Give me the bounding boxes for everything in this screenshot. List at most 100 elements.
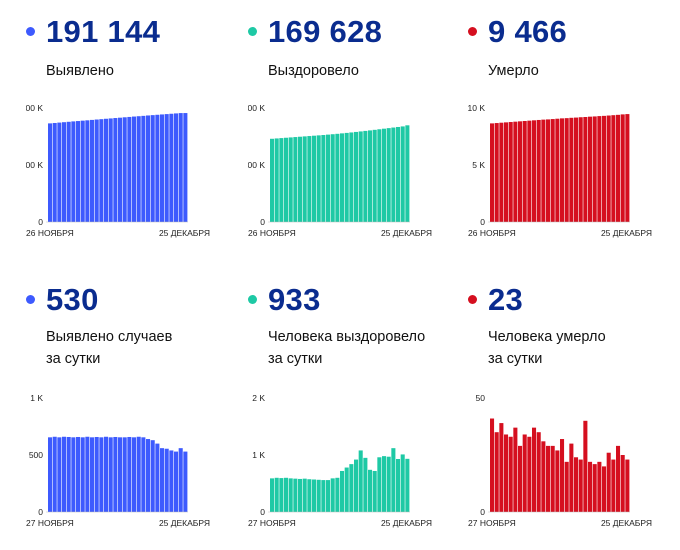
bar <box>80 120 85 222</box>
bar <box>602 115 607 222</box>
chart-daily-deaths: 0 50 27 НОЯБРЯ 25 ДЕКАБРЯ <box>468 393 652 528</box>
bar <box>48 123 53 222</box>
bar <box>274 477 279 512</box>
panel-daily-recovered: 933 Человека выздоровело за сутки 0 1 K 2 … <box>248 282 468 542</box>
bar <box>174 451 179 512</box>
bar <box>127 116 132 222</box>
bar <box>85 120 90 222</box>
bar <box>583 420 588 512</box>
bar <box>330 134 335 222</box>
metric-label-line: за сутки <box>488 351 543 367</box>
bar <box>583 117 588 222</box>
bar <box>354 131 359 222</box>
bar <box>183 451 188 512</box>
y-tick-label: 0 <box>480 507 485 517</box>
bar <box>490 418 495 512</box>
bar <box>279 478 284 512</box>
x-start-label: 27 НОЯБРЯ <box>248 518 296 528</box>
bar <box>368 469 373 512</box>
metric-label-line: Выявлено случаев <box>46 329 173 345</box>
bar <box>104 436 109 512</box>
bar <box>386 128 391 222</box>
bar <box>284 477 289 512</box>
bar <box>592 464 597 512</box>
bar <box>48 437 53 512</box>
bar <box>405 458 410 512</box>
bar <box>354 459 359 512</box>
daily-value: 933 <box>268 282 321 317</box>
metric-label: Выявлено <box>46 60 114 82</box>
bar <box>141 437 146 512</box>
bar <box>494 432 499 512</box>
y-tick-label: 1 K <box>252 450 265 460</box>
bar <box>164 114 169 222</box>
bar <box>122 117 127 222</box>
bar <box>288 478 293 512</box>
bar <box>560 439 565 512</box>
bar <box>136 436 141 512</box>
bar <box>80 437 85 512</box>
x-start-label: 26 НОЯБРЯ <box>248 228 296 238</box>
metric-label: Человека умерло за сутки <box>488 326 606 370</box>
bar <box>349 464 354 512</box>
y-tick-label: 0 <box>480 217 485 227</box>
bar <box>588 461 593 512</box>
panel-detected: 191 144 Выявлено 0 100 K 200 K 26 НОЯБРЯ 25 … <box>26 14 246 244</box>
bar <box>270 478 275 512</box>
bar <box>99 119 104 222</box>
bar <box>494 123 499 222</box>
metric-label: Человека выздоровело за сутки <box>268 326 425 370</box>
x-start-label: 26 НОЯБРЯ <box>26 228 74 238</box>
y-tick-label: 2 K <box>252 393 265 403</box>
bar <box>382 128 387 222</box>
series-dot-icon <box>26 27 35 36</box>
bar <box>316 479 321 512</box>
bar <box>508 122 513 222</box>
bar <box>52 436 57 512</box>
bar <box>160 448 165 512</box>
bar <box>518 121 523 222</box>
bar <box>132 116 137 222</box>
bar <box>76 436 81 512</box>
bar <box>298 136 303 222</box>
metric-label-line: Выявлено <box>46 63 114 79</box>
bar <box>616 114 621 222</box>
panel-recovered: 169 628 Выздоровело 0 100 K 200 K 26 НОЯБРЯ… <box>248 14 468 244</box>
panel-daily-deaths: 23 Человека умерло за сутки 0 50 27 НОЯБРЯ… <box>468 282 680 542</box>
x-end-label: 25 ДЕКАБРЯ <box>159 518 210 528</box>
bar <box>541 119 546 222</box>
bar <box>508 436 513 512</box>
bar <box>532 427 537 512</box>
metric-label-line: Умерло <box>488 63 539 79</box>
bar <box>71 121 76 222</box>
bar <box>616 445 621 512</box>
bar <box>284 137 289 222</box>
bar <box>625 459 630 512</box>
bar <box>326 480 331 512</box>
bar <box>66 121 71 222</box>
bar <box>504 434 509 512</box>
bar <box>108 118 113 222</box>
bar <box>588 116 593 222</box>
x-end-label: 25 ДЕКАБРЯ <box>159 228 210 238</box>
bar <box>564 118 569 222</box>
x-end-label: 25 ДЕКАБРЯ <box>601 228 652 238</box>
bar <box>307 479 312 512</box>
bar <box>302 478 307 512</box>
daily-value: 23 <box>488 282 524 317</box>
bar <box>99 437 104 512</box>
metric-label: Выявлено случаев за сутки <box>46 326 172 370</box>
y-tick-label: 1 K <box>30 393 43 403</box>
bar <box>279 138 284 222</box>
bar <box>555 118 560 222</box>
bar <box>405 125 410 222</box>
chart-recovered: 0 100 K 200 K 26 НОЯБРЯ 25 ДЕКАБРЯ <box>248 103 432 238</box>
bar <box>574 457 579 512</box>
bar <box>57 122 62 222</box>
bar <box>169 113 174 222</box>
bar <box>546 445 551 512</box>
bar <box>335 477 340 512</box>
bar <box>363 457 368 512</box>
bar <box>372 470 377 512</box>
total-value: 191 144 <box>46 14 161 49</box>
